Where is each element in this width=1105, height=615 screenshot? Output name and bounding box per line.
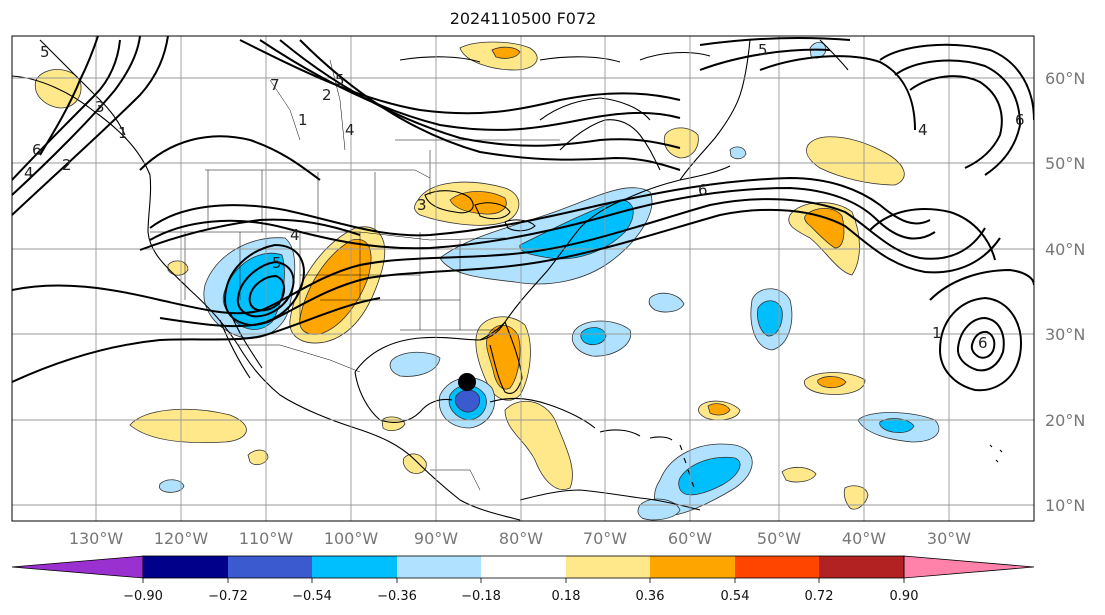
atlantic-low-core <box>970 330 996 359</box>
atlantic-low-inner <box>956 316 1005 372</box>
colorbar-tick-label: 0.72 <box>805 589 834 604</box>
atlantic-low-outer <box>938 296 1022 392</box>
orange-anomaly-florida-core <box>486 324 521 390</box>
lon-label: 100°W <box>324 529 379 548</box>
colorbar-segment <box>735 556 819 578</box>
trough-contour-3 <box>248 274 286 312</box>
blue-anomaly-atlantic-1-core <box>580 327 607 346</box>
lon-label: 80°W <box>499 529 543 548</box>
storm-center-marker <box>458 373 476 391</box>
contour-label: 6 <box>1015 111 1025 129</box>
lat-label: 40°N <box>1045 240 1085 259</box>
colorbar-extend-low <box>11 555 144 579</box>
blue-anomaly-caribbean-east-core <box>678 456 741 496</box>
colorbar-segment <box>650 556 735 578</box>
contour-label: 6 <box>32 141 42 159</box>
blue-anomaly-south-caribbean <box>637 498 681 521</box>
contour-label: 2 <box>322 86 332 104</box>
blue-anomaly-gulf-west <box>389 351 441 377</box>
contour-label: 4 <box>345 121 355 139</box>
orange-anomaly-arctic-core <box>491 46 521 59</box>
lat-label: 10°N <box>1045 496 1085 515</box>
colorbar-tick-label: −0.90 <box>123 589 163 604</box>
contour-label: 5 <box>758 41 768 59</box>
colorbar-tick-label: 0.90 <box>890 589 919 604</box>
contour-label: 1 <box>932 324 942 342</box>
lon-label: 130°W <box>69 529 124 548</box>
yellow-anomaly-subtropical-1-core <box>817 376 847 389</box>
lat-label: 30°N <box>1045 325 1085 344</box>
yellow-anomaly-subtropical-4 <box>843 485 869 510</box>
contour-label: 5 <box>272 254 282 272</box>
yellow-anomaly-pacific-1 <box>129 408 247 444</box>
contour-label: 6 <box>698 181 708 199</box>
yellow-anomaly-subtropical-2-core <box>707 403 731 416</box>
colorbar: −0.90 −0.72 −0.54 −0.36 −0.18 0.18 0.36 … <box>11 555 1035 604</box>
height-contours <box>12 36 1034 392</box>
lat-label: 50°N <box>1045 154 1085 173</box>
colorbar-segment <box>566 556 650 578</box>
colorbar-tick-label: −0.54 <box>292 589 332 604</box>
contour-label: 3 <box>95 98 105 116</box>
yellow-anomaly-north-atlantic <box>806 136 905 186</box>
colorbar-tick-label: 0.54 <box>721 589 750 604</box>
shaded-fields <box>34 41 940 521</box>
lon-label: 30°W <box>927 529 971 548</box>
colorbar-segment <box>481 556 566 578</box>
yellow-anomaly-caribbean <box>504 401 573 490</box>
trough-contour-1 <box>223 243 305 327</box>
blue-anomaly-atlantic-3 <box>648 292 685 313</box>
lon-label: 110°W <box>239 529 294 548</box>
orange-anomaly-mid-atlantic-core <box>804 207 845 249</box>
contour-label: 7 <box>270 76 280 94</box>
colorbar-tick-label: −0.18 <box>461 589 501 604</box>
lon-label: 40°W <box>842 529 886 548</box>
blue-anomaly-east-atlantic-core <box>879 418 915 434</box>
colorbar-tick-label: −0.72 <box>208 589 248 604</box>
yellow-anomaly-pacific-3 <box>167 260 189 276</box>
colorbar-tick-label: 0.18 <box>552 589 581 604</box>
contour-label: 4 <box>24 164 34 182</box>
colorbar-segment <box>143 556 228 578</box>
contour-label: 5 <box>335 71 345 89</box>
blue-anomaly-pacific-small <box>159 479 185 493</box>
contour-label: 2 <box>62 156 72 174</box>
lat-label: 60°N <box>1045 69 1085 88</box>
yellow-anomaly-central-america <box>402 453 427 474</box>
map-title: 2024110500 F072 <box>449 9 597 28</box>
lon-label: 90°W <box>414 529 458 548</box>
latitude-labels: 60°N 50°N 40°N 30°N 20°N 10°N <box>1045 69 1085 515</box>
yellow-anomaly-pacific-2 <box>247 449 269 466</box>
lon-label: 120°W <box>154 529 209 548</box>
lon-label: 70°W <box>583 529 627 548</box>
trough-contour-2 <box>236 260 295 318</box>
colorbar-segment <box>819 556 904 578</box>
yellow-anomaly-subtropical-3 <box>781 466 817 483</box>
contour-label: 5 <box>40 43 50 61</box>
lat-label: 20°N <box>1045 411 1085 430</box>
contour-label: 3 <box>417 196 427 214</box>
lon-label: 60°W <box>668 529 712 548</box>
contour-label: 1 <box>118 124 128 142</box>
colorbar-segment <box>397 556 481 578</box>
political-borders <box>150 59 560 491</box>
contour-label: 6 <box>978 334 988 352</box>
lon-label: 50°W <box>757 529 801 548</box>
contour-label: 4 <box>290 226 300 244</box>
contour-label: 4 <box>918 121 928 139</box>
longitude-labels: 130°W 120°W 110°W 100°W 90°W 80°W 70°W 6… <box>69 529 971 548</box>
map-frame <box>11 35 1035 522</box>
colorbar-extend-high <box>903 555 1035 579</box>
blue-anomaly-labrador <box>729 146 747 160</box>
contour-labels: 5 6 2 4 3 1 2 4 7 5 1 4 3 5 4 6 1 6 5 6 <box>24 41 1025 352</box>
colorbar-segment <box>228 556 312 578</box>
coastlines <box>12 39 1003 521</box>
gridlines <box>12 36 1034 521</box>
colorbar-segment <box>312 556 397 578</box>
contour-label: 1 <box>298 111 308 129</box>
orange-anomaly-great-lakes-core <box>449 191 507 215</box>
colorbar-tick-label: 0.36 <box>636 589 665 604</box>
colorbar-tick-label: −0.36 <box>377 589 417 604</box>
